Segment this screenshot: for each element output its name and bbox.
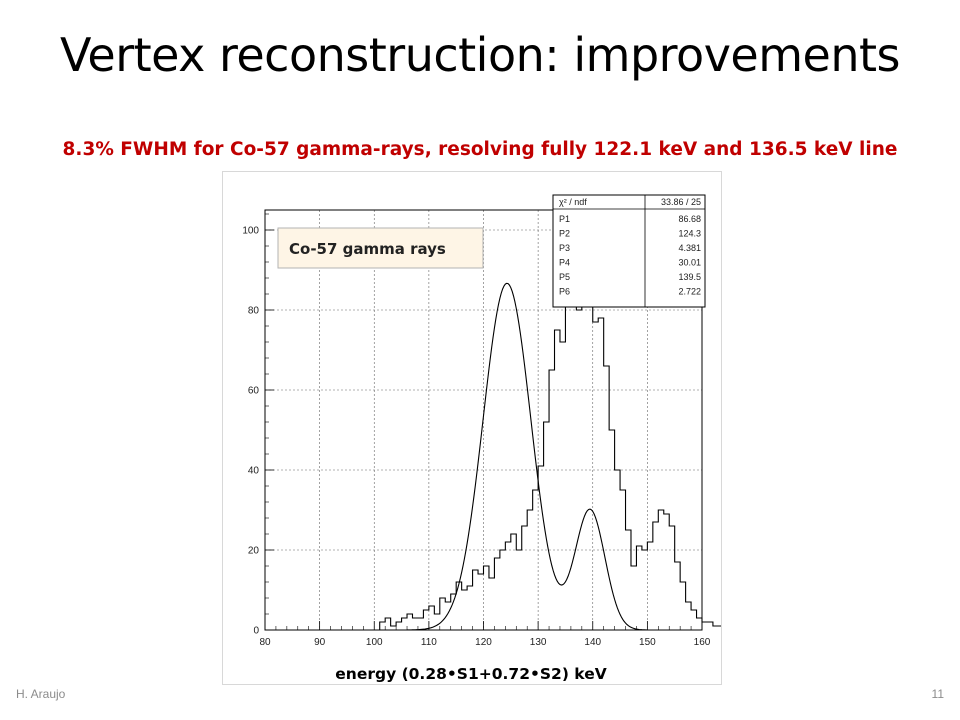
stats-row-value: 30.01 [678, 258, 701, 268]
y-tick-label: 60 [248, 386, 260, 397]
stats-row-value: 4.381 [678, 243, 701, 253]
stats-row-label: P5 [559, 272, 570, 282]
stats-row-label: P2 [559, 229, 570, 239]
x-tick-label: 110 [421, 637, 437, 648]
stats-row-label: P6 [559, 287, 570, 297]
tick-layer: 80 90 100 110 120 130 140 150 160 0 20 40 60 80 100 [242, 213, 711, 648]
x-tick-label: 140 [584, 637, 601, 648]
slide-subtitle: 8.3% FWHM for Co-57 gamma-rays, resolvin… [62, 139, 898, 160]
y-tick-label: 80 [248, 306, 260, 317]
x-tick-label: 160 [694, 637, 711, 648]
y-tick-label: 40 [248, 466, 260, 477]
plot-frame: 80 90 100 110 120 130 140 150 160 0 20 40 60 80 100 χ²… [222, 171, 722, 685]
y-tick-label: 100 [242, 226, 259, 237]
x-tick-label: 80 [259, 637, 271, 648]
stats-row-value: 139.5 [678, 272, 701, 282]
x-axis-label: energy (0.28•S1+0.72•S2) keV [335, 665, 606, 683]
annotation-label: Co-57 gamma rays [289, 240, 446, 258]
histogram-series [265, 257, 721, 631]
slide-title: Vertex reconstruction: improvements [60, 28, 901, 82]
histogram-chart: 80 90 100 110 120 130 140 150 160 0 20 40 60 80 100 χ²… [242, 194, 721, 683]
stats-header-value: 33.86 / 25 [661, 197, 701, 207]
x-tick-label: 130 [530, 637, 547, 648]
x-tick-label: 100 [366, 637, 383, 648]
stats-box: χ² / ndf 33.86 / 25 P1 86.68 P2 124.3 P3 4.381 P… [552, 194, 706, 308]
stats-header-label: χ² / ndf [559, 197, 587, 207]
y-tick-label: 0 [253, 626, 259, 637]
stats-row-label: P4 [559, 258, 570, 268]
y-tick-label: 20 [248, 546, 260, 557]
fit-curve [407, 282, 648, 631]
annotation-box: Co-57 gamma rays [277, 227, 484, 269]
x-tick-label: 90 [314, 637, 326, 648]
page-number: 11 [931, 687, 944, 701]
stats-row-label: P3 [559, 243, 570, 253]
stats-row-value: 2.722 [678, 287, 701, 297]
footer-author: H. Araujo [16, 687, 66, 701]
stats-row-value: 124.3 [678, 229, 701, 239]
stats-row-value: 86.68 [678, 214, 701, 224]
x-tick-label: 120 [475, 637, 492, 648]
x-tick-label: 150 [639, 637, 656, 648]
stats-row-label: P1 [559, 214, 570, 224]
